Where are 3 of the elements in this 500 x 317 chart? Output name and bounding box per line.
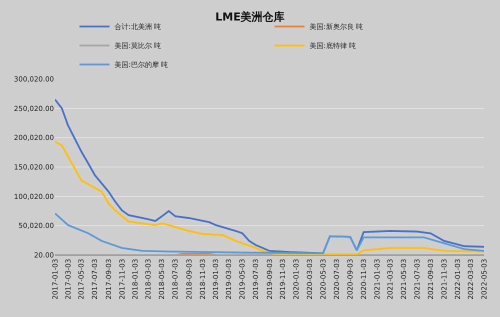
line-series [55, 140, 484, 255]
chart-title: LME美洲仓库 [215, 10, 285, 24]
line-series [55, 212, 484, 254]
